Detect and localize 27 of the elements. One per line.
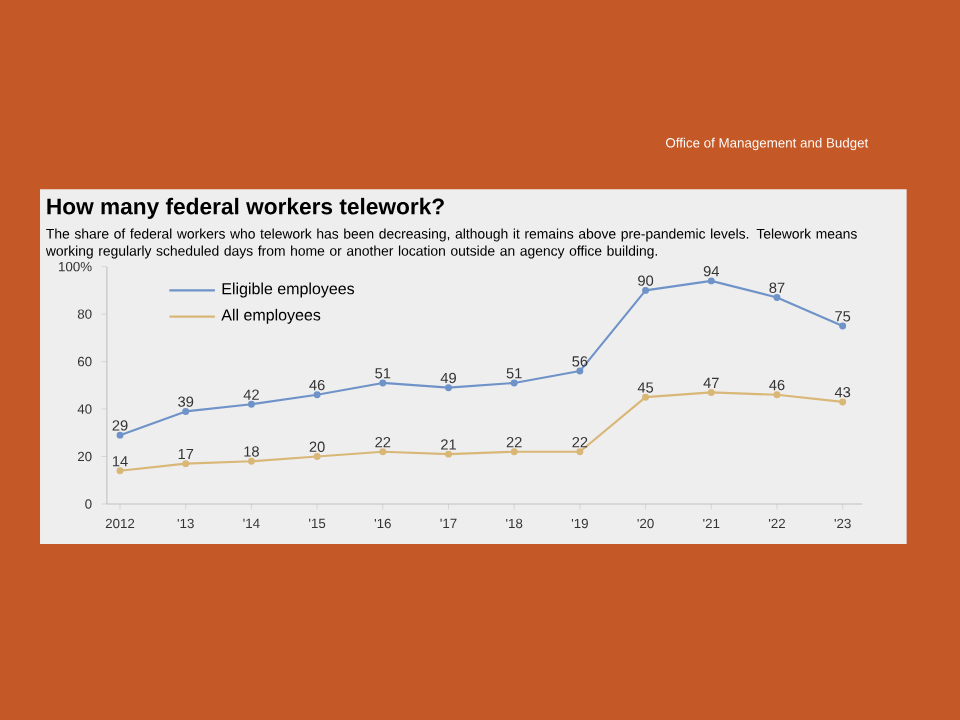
point (182, 407, 190, 415)
point (313, 453, 321, 460)
point (642, 286, 650, 294)
point (576, 448, 584, 456)
point (247, 457, 255, 465)
point (510, 448, 518, 456)
point (642, 393, 650, 401)
point (445, 384, 452, 392)
point (379, 448, 387, 456)
point (707, 277, 715, 285)
point (839, 322, 847, 330)
point (773, 391, 781, 399)
point (839, 398, 847, 406)
point (379, 379, 387, 387)
point (247, 400, 255, 408)
point (445, 450, 452, 458)
point (116, 467, 124, 475)
legend-label: All employees (221, 308, 321, 324)
point (707, 388, 715, 396)
point (182, 460, 190, 468)
point (576, 367, 584, 375)
point (510, 379, 518, 387)
legend-label: Eligible employees (222, 282, 355, 298)
point (116, 431, 124, 439)
point (773, 294, 781, 301)
point (313, 391, 321, 399)
chart-title: How many federal workers telework? (47, 197, 444, 219)
